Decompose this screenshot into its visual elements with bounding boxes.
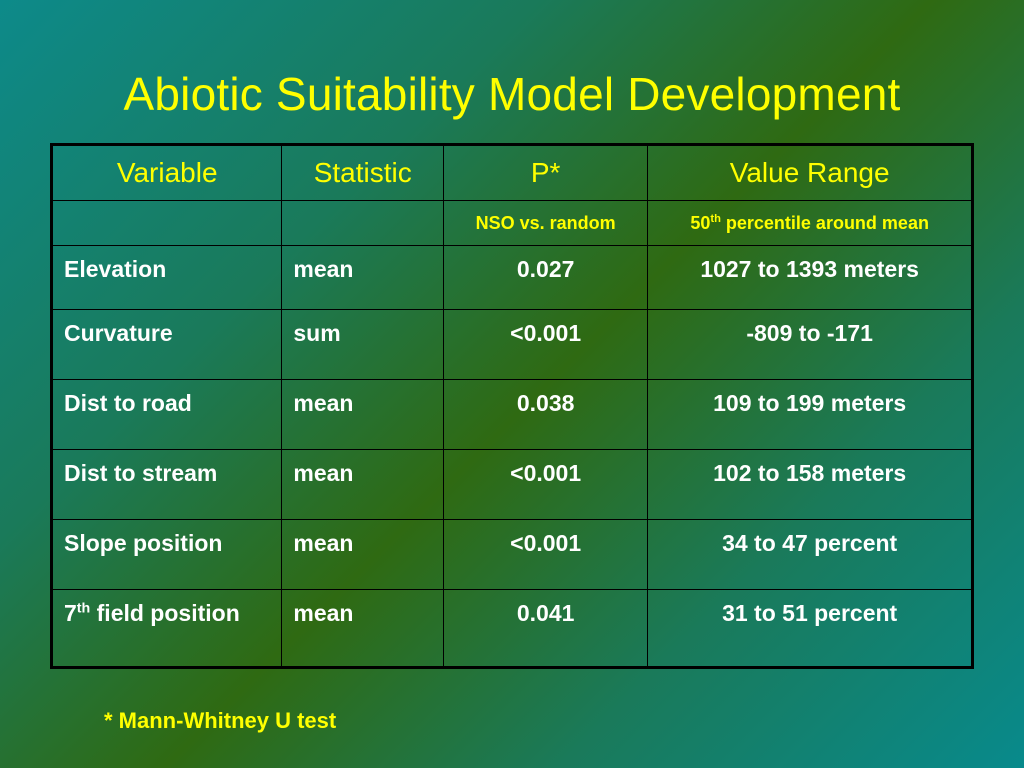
subheader-range-number: 50 [690, 212, 711, 233]
cell-variable: Slope position [50, 519, 283, 590]
subheader-range-text: percentile around mean [720, 212, 929, 233]
table-subheader-row: NSO vs. random 50th percentile around me… [50, 200, 973, 246]
subheader-variable [50, 200, 283, 246]
cell-statistic: mean [281, 379, 445, 450]
cell-statistic: sum [281, 309, 445, 380]
cell-statistic: mean [281, 449, 445, 520]
header-value-range: Value Range [647, 144, 973, 201]
cell-range: 109 to 199 meters [647, 379, 973, 450]
subheader-value-range: 50th percentile around mean [647, 200, 973, 246]
table-row: 7th field position mean 0.041 31 to 51 p… [50, 589, 973, 668]
cell-variable: Dist to road [50, 379, 283, 450]
cell-variable-text: field position [90, 600, 240, 626]
cell-variable: Dist to stream [50, 449, 283, 520]
table-header-row: Variable Statistic P* Value Range [50, 144, 973, 201]
cell-range: 1027 to 1393 meters [647, 245, 973, 310]
header-statistic: Statistic [281, 144, 445, 201]
table-row: Elevation mean 0.027 1027 to 1393 meters [50, 245, 973, 310]
cell-p: 0.041 [443, 589, 649, 668]
table-row: Curvature sum <0.001 -809 to -171 [50, 309, 973, 380]
header-p: P* [443, 144, 649, 201]
subheader-p: NSO vs. random [443, 200, 649, 246]
subheader-statistic [281, 200, 445, 246]
table-row: Dist to stream mean <0.001 102 to 158 me… [50, 449, 973, 520]
cell-variable-sup: th [76, 600, 91, 617]
cell-statistic: mean [281, 245, 445, 310]
cell-p: 0.027 [443, 245, 649, 310]
cell-statistic: mean [281, 589, 445, 668]
cell-variable: Curvature [50, 309, 283, 380]
cell-range: 34 to 47 percent [647, 519, 973, 590]
cell-statistic: mean [281, 519, 445, 590]
footnote: * Mann-Whitney U test [104, 708, 337, 733]
slide-title: Abiotic Suitability Model Development [123, 67, 901, 120]
cell-variable: 7th field position [50, 589, 283, 668]
cell-range: 31 to 51 percent [647, 589, 973, 668]
cell-p: <0.001 [443, 449, 649, 520]
subheader-range-sup: th [710, 212, 721, 225]
cell-variable: Elevation [50, 245, 283, 310]
cell-p: 0.038 [443, 379, 649, 450]
table-row: Slope position mean <0.001 34 to 47 perc… [50, 519, 973, 590]
cell-p: <0.001 [443, 309, 649, 380]
header-variable: Variable [50, 144, 283, 201]
cell-p: <0.001 [443, 519, 649, 590]
cell-variable-number: 7 [64, 600, 77, 626]
cell-range: 102 to 158 meters [647, 449, 973, 520]
cell-range: -809 to -171 [647, 309, 973, 380]
table-row: Dist to road mean 0.038 109 to 199 meter… [50, 379, 973, 450]
data-table: Variable Statistic P* Value Range NSO vs… [50, 143, 974, 669]
